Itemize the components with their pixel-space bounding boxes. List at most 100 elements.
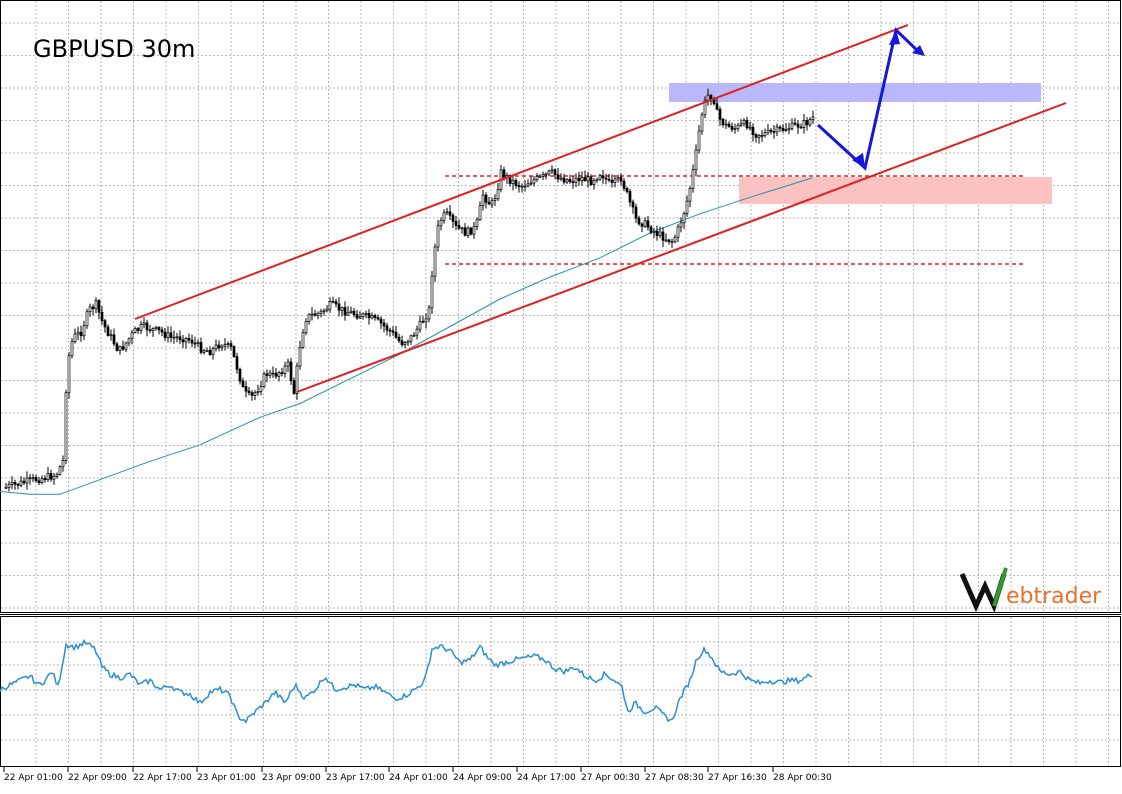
candle-body	[766, 129, 770, 134]
candle-body	[325, 308, 329, 312]
candle-body	[532, 179, 536, 184]
candle-body	[319, 310, 323, 314]
candle-body	[586, 176, 590, 182]
candle-body	[709, 94, 713, 100]
candle-body	[400, 340, 404, 346]
candle-body	[307, 314, 311, 322]
candle-body	[136, 328, 140, 331]
candle-body	[442, 212, 446, 221]
candle-body	[217, 344, 221, 349]
candle-body	[619, 177, 623, 182]
main-grid	[1, 1, 1120, 612]
candle-body	[94, 300, 98, 310]
candle-body	[658, 231, 662, 237]
candle-body	[667, 239, 671, 243]
candle-body	[298, 347, 302, 367]
candle-body	[274, 372, 278, 377]
candle-body	[754, 134, 758, 138]
candle-body	[199, 342, 203, 353]
x-tick-label: 23 Apr 17:00	[326, 773, 385, 783]
candle-body	[661, 231, 665, 241]
candle-body	[409, 335, 413, 342]
candle-body	[277, 372, 281, 377]
x-tick-label: 27 Apr 16:30	[708, 773, 767, 783]
candle-body	[811, 116, 815, 120]
candle-body	[334, 301, 338, 305]
candle-body	[529, 182, 533, 185]
candle-body	[772, 131, 776, 133]
candle-body	[184, 338, 188, 343]
candle-body	[175, 336, 179, 339]
candle-body	[745, 119, 749, 129]
candle-body	[583, 177, 587, 182]
candle-body	[640, 223, 644, 227]
candle-body	[316, 312, 320, 316]
candle-body	[679, 222, 683, 228]
candle-body	[706, 94, 710, 101]
candle-body	[664, 239, 668, 242]
candle-body	[226, 343, 230, 345]
candle-body	[292, 380, 296, 394]
x-axis: 22 Apr 01:00 22 Apr 09:00 22 Apr 17:00 23 A…	[3, 767, 832, 783]
candle-body	[610, 179, 614, 183]
candle-body	[31, 477, 35, 479]
candle-body	[388, 329, 392, 332]
candle-body	[178, 336, 182, 341]
candle-body	[571, 181, 575, 183]
candle-body	[370, 315, 374, 319]
candle-body	[142, 322, 146, 325]
forecast-arrowhead-up	[889, 30, 900, 45]
candle-body	[73, 333, 77, 343]
candle-body	[682, 212, 686, 224]
candle-body	[202, 350, 206, 353]
resistance-zone	[669, 83, 1041, 102]
candle-body	[478, 205, 482, 221]
candle-body	[241, 380, 245, 387]
candle-body	[544, 173, 548, 176]
candle-body	[589, 176, 593, 185]
candle-body	[169, 332, 173, 338]
candle-body	[193, 342, 197, 345]
candle-body	[103, 320, 107, 328]
candle-body	[385, 325, 389, 331]
candle-body	[25, 477, 29, 484]
candle-body	[28, 477, 32, 480]
candle-body	[289, 361, 293, 382]
candle-body	[433, 246, 437, 277]
candle-body	[781, 127, 785, 131]
candle-body	[85, 311, 89, 327]
candle-body	[718, 108, 722, 120]
candle-body	[376, 317, 380, 320]
candle-body	[10, 482, 14, 485]
candle-body	[205, 350, 209, 352]
candle-body	[13, 482, 17, 485]
candle-body	[622, 180, 626, 189]
candle-body	[304, 321, 308, 334]
candle-body	[550, 169, 554, 172]
candle-body	[262, 373, 266, 387]
candle-body	[58, 466, 62, 475]
candle-body	[463, 227, 467, 236]
candle-body	[700, 114, 704, 132]
candle-body	[244, 386, 248, 392]
candle-body	[784, 129, 788, 131]
candle-body	[496, 189, 500, 200]
candle-body	[757, 135, 761, 138]
candle-body	[580, 177, 584, 181]
candle-body	[721, 118, 725, 126]
candle-body	[43, 478, 47, 480]
candle-body	[49, 473, 53, 480]
candle-body	[139, 324, 143, 331]
candle-body	[769, 129, 773, 132]
candle-body	[280, 372, 284, 374]
candle-body	[151, 328, 155, 331]
candle-body	[541, 173, 545, 177]
candle-body	[472, 226, 476, 235]
candle-body	[271, 372, 275, 375]
candle-body	[412, 334, 416, 337]
candle-body	[523, 185, 527, 188]
candle-body	[643, 220, 647, 227]
candle-body	[295, 365, 299, 394]
candle-body	[187, 338, 191, 341]
candle-body	[91, 306, 95, 310]
